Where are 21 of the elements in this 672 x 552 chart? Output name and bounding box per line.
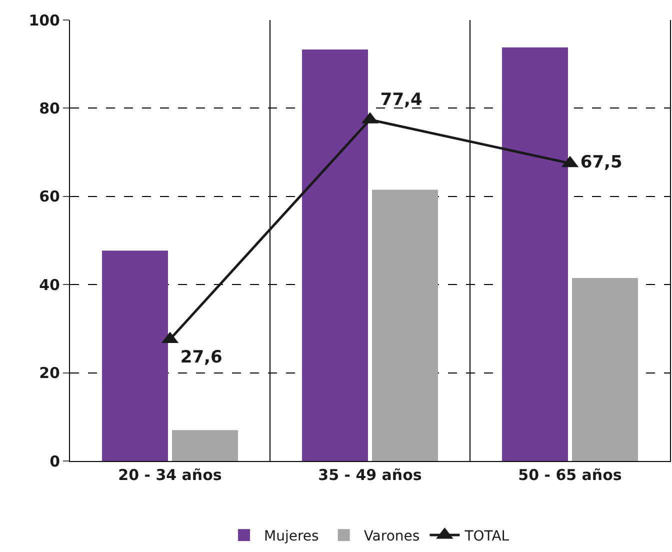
x-tick-label: 50 - 65 años [518, 466, 622, 484]
x-tick-label: 35 - 49 años [318, 466, 422, 484]
y-tick-label: 0 [50, 452, 60, 470]
bar [172, 430, 238, 461]
y-tick-label: 80 [39, 99, 60, 118]
legend-label: Varones [364, 528, 420, 545]
bar [102, 250, 168, 461]
bar [302, 50, 368, 461]
data-label: 77,4 [380, 90, 422, 110]
x-tick-label: 20 - 34 años [118, 466, 222, 484]
bar [372, 190, 438, 461]
data-label: 67,5 [580, 152, 622, 173]
data-label: 27,6 [180, 347, 222, 368]
bar [572, 278, 638, 461]
legend-label: TOTAL [464, 528, 510, 545]
legend-label: Mujeres [264, 528, 319, 545]
y-tick-label: 40 [39, 276, 60, 294]
y-tick-label: 20 [39, 364, 60, 382]
bar [502, 47, 568, 461]
y-tick-label: 100 [28, 11, 60, 30]
y-tick-label: 60 [39, 188, 60, 206]
